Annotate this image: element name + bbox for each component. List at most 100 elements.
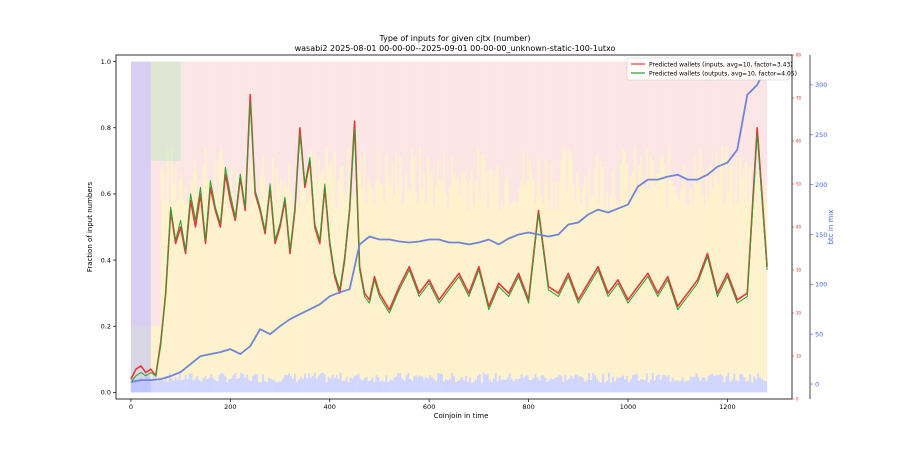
bg-stripe-blue bbox=[224, 376, 227, 393]
bg-stripe-blue bbox=[431, 377, 434, 393]
bg-stripe-blue bbox=[538, 380, 541, 393]
bg-stripe-blue bbox=[317, 375, 320, 393]
bg-stripe-red bbox=[190, 61, 193, 180]
bg-stripe-red bbox=[307, 61, 310, 167]
x-axis: 0 200 400 600 800 1000 1200 bbox=[129, 399, 736, 411]
bg-stripe-blue bbox=[375, 375, 378, 393]
bg-stripe-yellow bbox=[383, 202, 386, 383]
bg-stripe-red bbox=[258, 61, 261, 206]
bg-stripe-yellow bbox=[365, 204, 368, 377]
bg-stripe-red bbox=[542, 61, 545, 204]
bg-stripe-blue bbox=[633, 374, 636, 393]
bg-stripe-red bbox=[357, 61, 360, 171]
bg-stripe-blue bbox=[556, 377, 559, 393]
bg-stripe-blue bbox=[184, 374, 187, 393]
bg-stripe-red bbox=[739, 61, 742, 157]
bg-stripe-yellow bbox=[580, 204, 583, 377]
bg-stripe-yellow bbox=[689, 188, 692, 377]
bg-stripe-yellow bbox=[657, 173, 660, 375]
y-tick-label: 0.0 bbox=[101, 389, 111, 397]
bg-stripe-yellow bbox=[518, 189, 521, 379]
bg-stripe-red bbox=[264, 61, 267, 178]
bg-stripe-red bbox=[502, 61, 505, 207]
bg-stripe-blue bbox=[138, 378, 141, 393]
bg-stripe-red bbox=[317, 61, 320, 159]
bg-stripe-red bbox=[371, 61, 374, 189]
y3-tick-label: 80 bbox=[796, 53, 802, 58]
bg-stripe-blue bbox=[407, 372, 410, 393]
bg-stripe-blue bbox=[598, 381, 601, 393]
bg-stripe-red bbox=[274, 61, 277, 200]
bg-stripe-yellow bbox=[236, 171, 239, 379]
bg-stripe-red bbox=[629, 61, 632, 178]
bg-stripe-yellow bbox=[427, 155, 430, 379]
bg-stripe-yellow bbox=[162, 173, 165, 381]
bg-stripe-red bbox=[677, 61, 680, 201]
bg-stripe-yellow bbox=[478, 199, 481, 374]
bg-stripe-blue bbox=[299, 376, 302, 393]
bg-stripe-yellow bbox=[439, 180, 442, 374]
bg-stripe-blue bbox=[421, 376, 424, 393]
bg-stripe-blue bbox=[755, 379, 758, 393]
bg-stripe-red bbox=[733, 61, 736, 205]
bg-stripe-blue bbox=[323, 374, 326, 393]
bg-stripe-blue bbox=[337, 378, 340, 393]
bg-stripe-red bbox=[633, 61, 636, 147]
bg-stripe-red bbox=[492, 61, 495, 191]
bg-stripe-blue bbox=[345, 377, 348, 393]
bg-stripe-blue bbox=[645, 373, 648, 393]
bg-stripe-blue bbox=[474, 379, 477, 393]
bg-stripe-red bbox=[512, 61, 515, 201]
bg-stripe-blue bbox=[212, 378, 215, 393]
bg-stripe-blue bbox=[385, 375, 388, 393]
bg-stripe-red bbox=[546, 61, 549, 185]
bg-stripe-blue bbox=[359, 378, 362, 393]
bg-stripe-yellow bbox=[218, 153, 221, 375]
bg-stripe-blue bbox=[287, 373, 290, 393]
bg-stripe-blue bbox=[612, 376, 615, 393]
bg-stripe-yellow bbox=[409, 189, 412, 379]
bg-stripe-yellow bbox=[264, 177, 267, 382]
bg-stripe-blue bbox=[325, 381, 328, 393]
bg-stripe-blue bbox=[270, 378, 273, 393]
bg-stripe-red bbox=[361, 61, 364, 188]
bg-stripe-blue bbox=[341, 380, 344, 393]
bg-stripe-blue bbox=[763, 381, 766, 393]
bg-stripe-red bbox=[321, 61, 324, 169]
bg-stripe-red bbox=[397, 61, 400, 186]
bg-stripe-red bbox=[707, 61, 710, 198]
series-btc-line bbox=[130, 74, 764, 383]
bg-stripe-blue bbox=[285, 375, 288, 393]
bg-stripe-blue bbox=[747, 380, 750, 393]
bg-stripe-blue bbox=[602, 373, 605, 393]
y2-tick-label: 100 bbox=[815, 281, 827, 289]
bg-stripe-yellow bbox=[216, 192, 219, 382]
bg-stripe-blue bbox=[351, 378, 354, 393]
bg-stripe-yellow bbox=[635, 195, 638, 374]
bg-stripe-red bbox=[451, 61, 454, 157]
bg-stripe-red bbox=[270, 61, 273, 196]
bg-stripe-red bbox=[729, 61, 732, 159]
bg-stripe-blue bbox=[204, 376, 207, 393]
y3-tick-label: 50 bbox=[796, 182, 802, 187]
bg-stripe-red bbox=[647, 61, 650, 190]
bg-stripe-blue bbox=[339, 372, 342, 393]
bg-stripe-yellow bbox=[604, 209, 607, 383]
bg-stripe-blue bbox=[765, 380, 768, 393]
bg-stripe-blue bbox=[482, 372, 485, 393]
bg-stripe-yellow bbox=[234, 209, 237, 373]
bg-stripe-red bbox=[228, 61, 231, 197]
bg-stripe-yellow bbox=[435, 185, 438, 382]
bg-stripe-yellow bbox=[606, 190, 609, 381]
bg-stripe-blue bbox=[264, 381, 267, 393]
bg-stripe-red bbox=[582, 61, 585, 186]
bg-stripe-yellow bbox=[699, 150, 702, 382]
bg-stripe-blue bbox=[236, 378, 239, 393]
bg-stripe-red bbox=[643, 61, 646, 190]
bg-stripe-red bbox=[160, 61, 163, 167]
bg-stripe-blue bbox=[478, 373, 481, 393]
bg-stripe-blue bbox=[331, 374, 334, 393]
bg-stripe-red bbox=[659, 61, 662, 157]
bg-stripe-yellow bbox=[590, 194, 593, 381]
bg-stripe-yellow bbox=[643, 189, 646, 380]
